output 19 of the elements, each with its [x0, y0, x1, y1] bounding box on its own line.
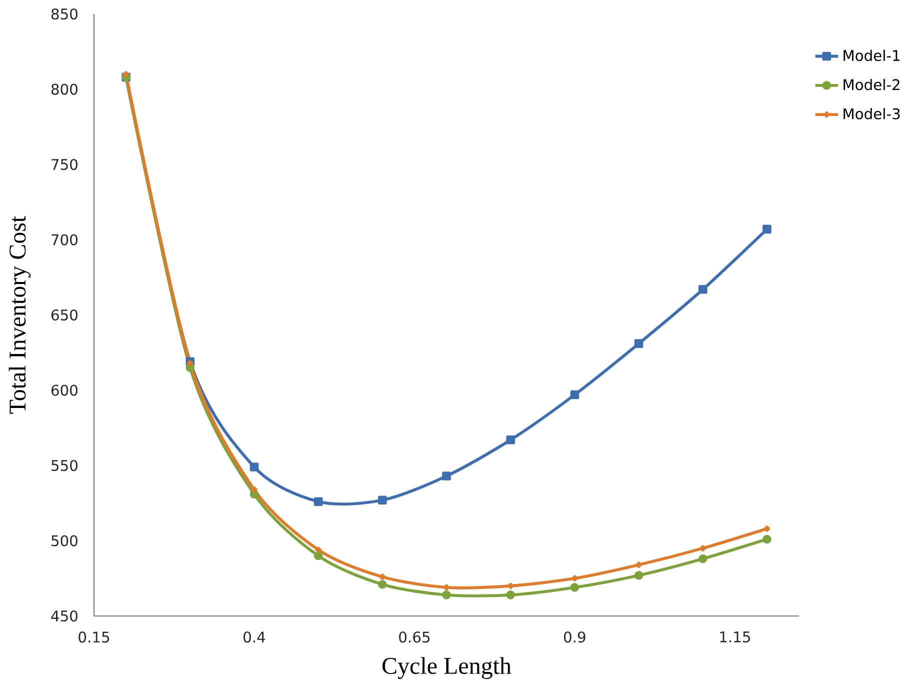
x-tick-label: 0.15 [78, 632, 110, 643]
x-axis-title: Cycle Length [382, 657, 512, 679]
y-tick-label: 600 [51, 384, 78, 396]
x-tick-label: 0.9 [564, 632, 586, 643]
y-tick-label: 750 [52, 158, 78, 170]
legend-label: Model-3 [844, 108, 900, 120]
legend-label: Model-2 [844, 78, 900, 90]
x-tick-label: 0.4 [244, 632, 266, 643]
y-tick-label: 550 [52, 460, 78, 472]
x-tick-label: 0.65 [399, 632, 430, 643]
y-axis-title: Total Inventory Cost [8, 216, 31, 414]
y-tick-label: 800 [51, 84, 78, 95]
x-tick-label: 1.15 [720, 632, 750, 642]
y-tick-label: 700 [52, 234, 78, 246]
y-tick-label: 850 [51, 8, 78, 20]
y-tick-label: 650 [51, 309, 78, 321]
legend-label: Model-1 [844, 50, 900, 62]
y-tick-label: 500 [52, 535, 78, 546]
y-tick-label: 450 [51, 610, 78, 622]
